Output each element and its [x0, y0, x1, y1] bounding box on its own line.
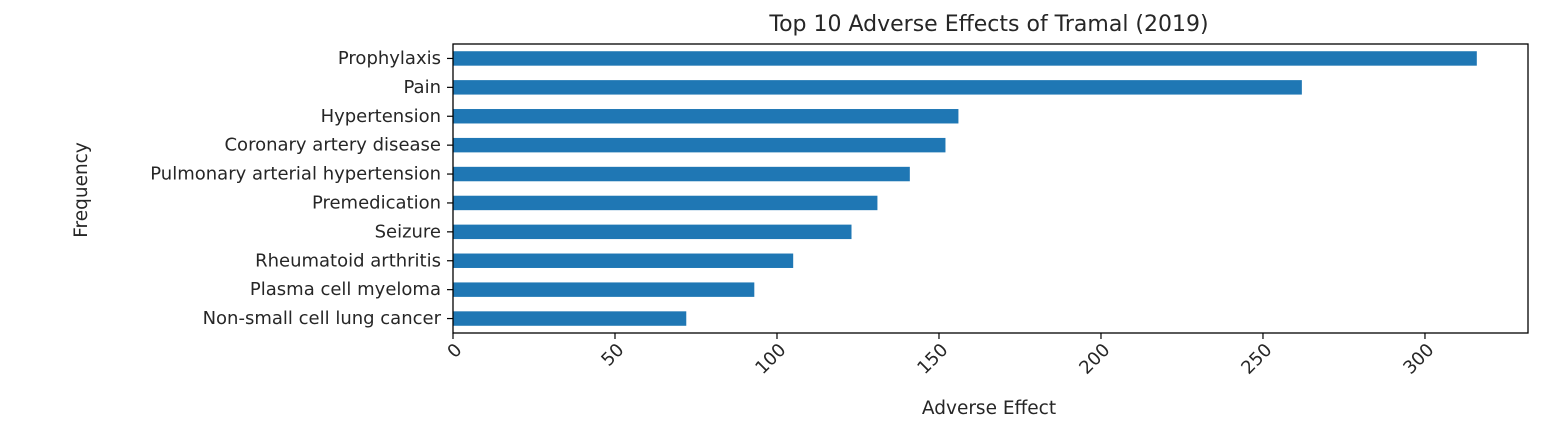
bar-seizure: [453, 224, 852, 240]
y-tick-label: Pulmonary arterial hypertension: [150, 164, 441, 185]
bar-pain: [453, 80, 1302, 95]
plot-frame: [452, 43, 1529, 334]
x-tick-label: 200: [1075, 340, 1114, 379]
chart-title: Top 10 Adverse Effects of Tramal (2019): [768, 12, 1208, 37]
bar-rheumatoid-arthritis: [453, 253, 794, 268]
bar-coronary-artery-disease: [453, 137, 946, 153]
y-tick-label: Pain: [404, 77, 442, 98]
y-tick-label: Prophylaxis: [338, 48, 441, 69]
y-tick-label: Plasma cell myeloma: [250, 279, 441, 300]
y-tick-label: Non-small cell lung cancer: [203, 308, 442, 329]
y-tick-label: Premedication: [312, 192, 441, 213]
bar-hypertension: [453, 109, 959, 124]
x-axis-label: Adverse Effect: [922, 398, 1056, 419]
x-tick-label: 150: [913, 340, 952, 379]
x-tick-label: 250: [1237, 340, 1276, 379]
y-tick-label: Coronary artery disease: [224, 135, 441, 156]
bar-plasma-cell-myeloma: [453, 282, 755, 297]
bar-non-small-cell-lung-cancer: [453, 311, 687, 326]
x-tick-label: 300: [1399, 340, 1438, 379]
y-tick-label: Hypertension: [321, 106, 441, 127]
bars-group: [453, 51, 1477, 326]
x-tick-label: 100: [751, 340, 790, 379]
bar-prophylaxis: [453, 51, 1477, 66]
bar-premedication: [453, 195, 878, 211]
y-tick-label: Rheumatoid arthritis: [255, 250, 441, 271]
x-tick-label: 50: [597, 340, 628, 371]
x-tick-label: 0: [443, 340, 466, 363]
y-tick-label: Seizure: [375, 221, 441, 242]
bar-pulmonary-arterial-hypertension: [453, 166, 910, 182]
y-axis-label: Frequency: [71, 142, 92, 238]
x-ticks-group: 0 50 100 150 200 250 300: [443, 333, 1438, 379]
y-ticks-group: Prophylaxis Pain Hypertension Coronary arte…: [150, 48, 453, 329]
